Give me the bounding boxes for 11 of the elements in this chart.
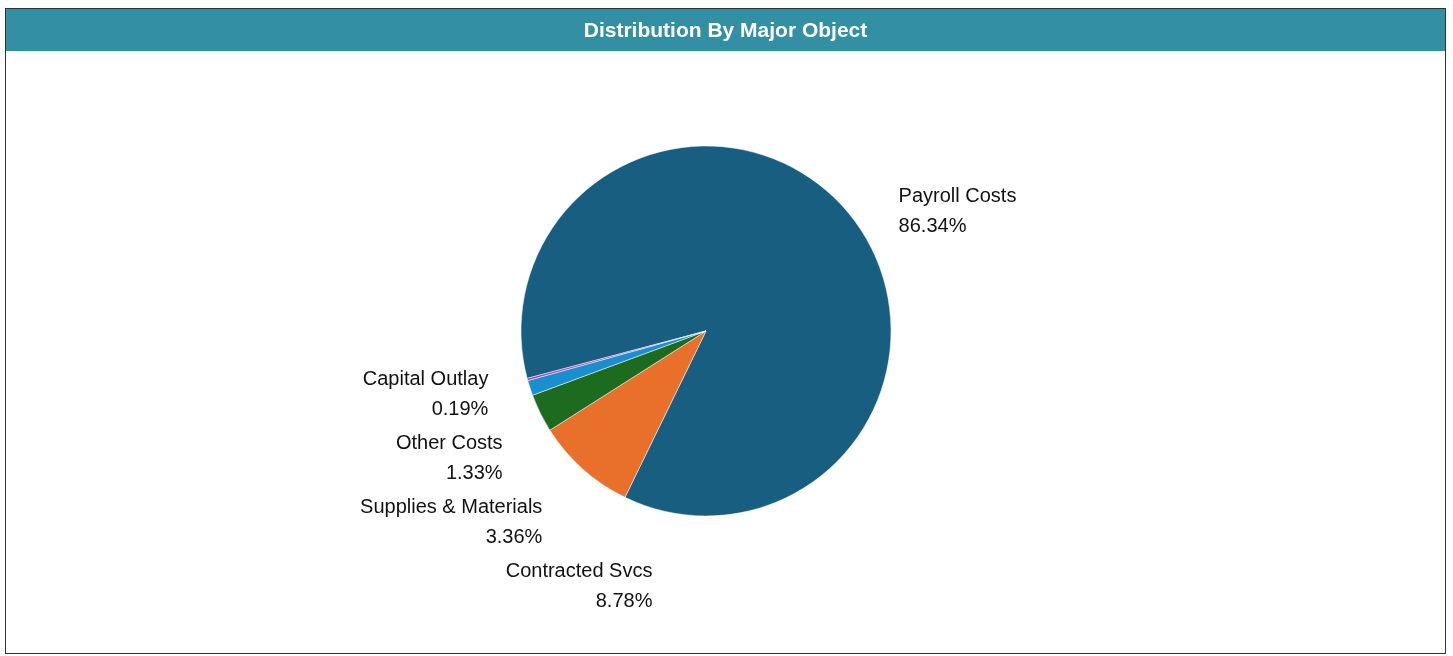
slice-label: Contracted Svcs [505, 559, 653, 581]
chart-title: Distribution By Major Object [6, 9, 1445, 51]
data-label: 86.34% [898, 213, 967, 236]
slice-label: Supplies & Materials [360, 495, 543, 517]
data-label: 1.33% [445, 461, 503, 483]
slice-label: Payroll Costs [898, 183, 1017, 206]
data-label: 8.78% [595, 589, 653, 611]
data-label: 3.36% [485, 525, 543, 547]
data-label: 0.19% [431, 397, 489, 419]
slice-label: Other Costs [395, 431, 503, 453]
slice-label: Capital Outlay [362, 367, 489, 389]
